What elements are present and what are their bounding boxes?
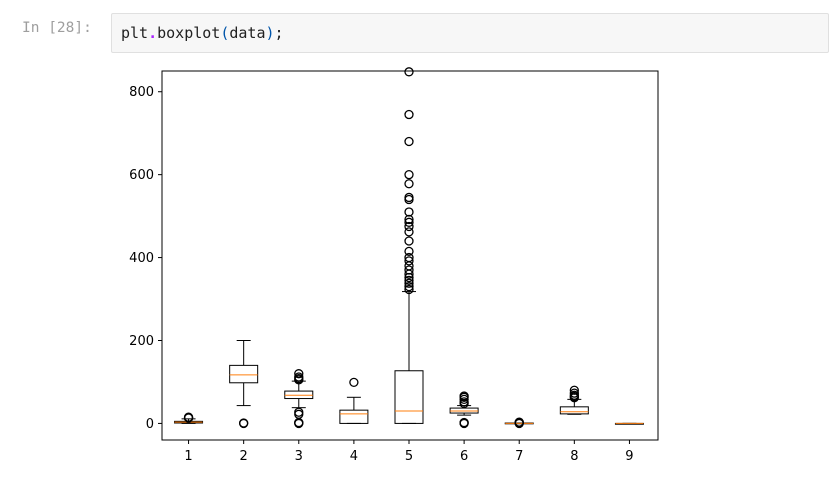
flier-point [459,417,469,428]
code-token-method: boxplot [157,24,221,42]
y-tick-label: 800 [129,85,154,100]
x-tick-label: 1 [184,449,192,464]
flier-point [404,221,414,232]
flier-point [404,67,414,77]
flier-point [404,227,414,237]
flier-point [404,252,414,263]
flier-point [404,281,414,292]
cell-output: 0 200 400 600 800 1 2 3 4 5 6 7 8 9 [0,60,831,481]
flier-point [183,412,194,422]
y-tick-label: 200 [129,334,154,349]
x-tick-label: 2 [240,449,248,464]
box-iqr [394,370,424,424]
box-iqr [559,406,589,415]
code-token-dot: . [148,24,158,42]
x-tick-label: 9 [625,449,633,464]
flier-point [404,284,414,295]
x-tick-label: 5 [405,449,413,464]
flier-point [459,391,469,401]
flier-point [404,136,414,147]
flier-point [294,369,304,379]
flier-point [404,109,414,120]
plot-frame [161,70,659,441]
x-tick-label: 7 [515,449,523,464]
code-token-semicolon: ; [274,24,284,42]
flier-point [404,192,414,203]
flier-point [404,265,414,275]
flier-point [514,417,524,427]
code-cell-input[interactable]: plt.boxplot(data); [111,13,829,53]
code-token-argument: data [229,24,266,42]
flier-point [294,407,304,417]
flier-point [569,388,579,398]
flier-point [239,418,249,428]
flier-point [349,377,359,388]
boxplot-chart: 0 200 400 600 800 1 2 3 4 5 6 7 8 9 [129,67,659,464]
y-tick-label: 400 [129,251,154,266]
box-iqr [229,364,259,384]
code-token-module: plt [121,24,149,42]
x-tick-label: 4 [350,449,358,464]
code-token-close-paren: ) [265,24,275,42]
code-line: plt.boxplot(data); [121,24,284,42]
x-tick-label: 6 [460,449,468,464]
flier-point [404,246,414,257]
flier-point [294,372,304,382]
code-token-open-paren: ( [220,24,230,42]
flier-point [404,275,414,286]
box-iqr [339,409,369,424]
flier-point [404,217,414,227]
x-tick-label: 8 [570,449,578,464]
flier-point [404,278,414,288]
flier-point [404,179,414,189]
flier-point [569,385,579,395]
flier-point [404,256,414,266]
y-tick-label: 0 [146,417,154,432]
cell-prompt: In [28]: [22,20,92,36]
x-tick-label: 3 [295,449,303,464]
flier-point [459,397,469,407]
flier-point [404,236,414,246]
flier-point [404,207,414,217]
flier-point [404,170,414,180]
y-tick-label: 600 [129,168,154,183]
